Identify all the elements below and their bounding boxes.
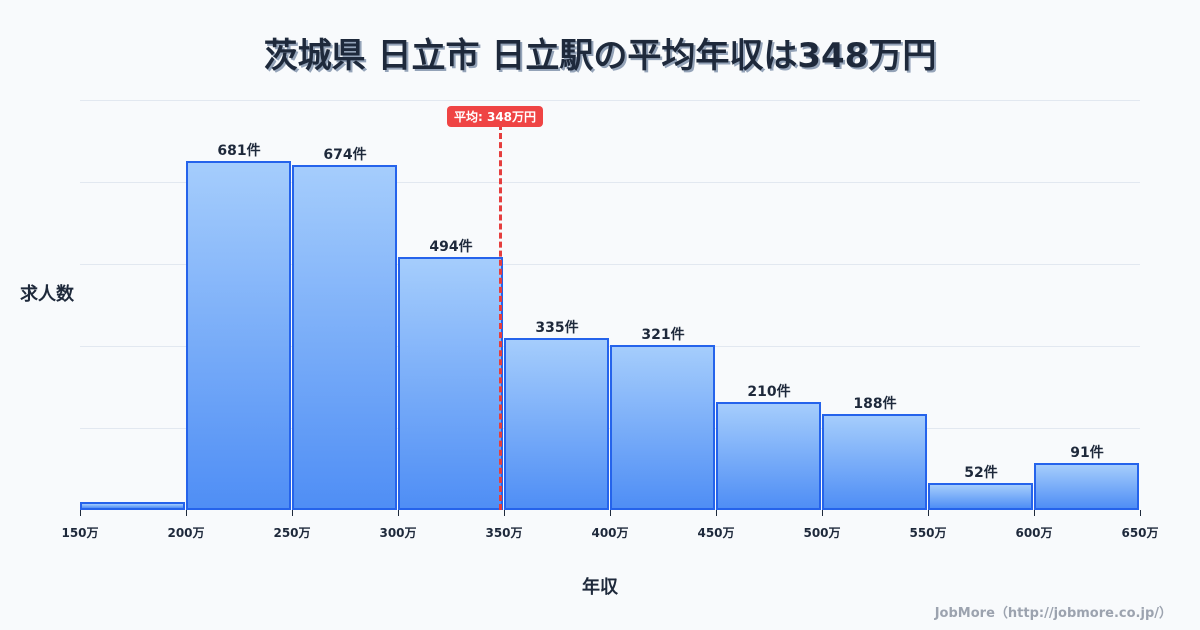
x-tick-label: 500万: [803, 526, 841, 540]
bar-value-label: 494件: [429, 239, 473, 255]
bar-value-label: 188件: [853, 396, 897, 412]
bar-value-label: 91件: [1070, 445, 1104, 461]
x-tick: [398, 510, 399, 516]
histogram-bar: [716, 402, 821, 510]
bar-value-label: 321件: [641, 327, 685, 343]
x-tick: [504, 510, 505, 516]
x-tick-label: 350万: [485, 526, 523, 540]
x-tick-label: 300万: [379, 526, 417, 540]
histogram-bar: [398, 257, 503, 510]
histogram-bar: [822, 414, 927, 510]
histogram-bar: [292, 165, 397, 510]
bar-value-label: 210件: [747, 384, 791, 400]
x-tick: [292, 510, 293, 516]
x-tick: [1140, 510, 1141, 516]
x-tick-label: 150万: [61, 526, 99, 540]
average-line: [499, 124, 502, 510]
histogram-bar: [610, 345, 715, 510]
x-tick: [610, 510, 611, 516]
x-tick: [1034, 510, 1035, 516]
source-credit: JobMore（http://jobmore.co.jp/）: [934, 606, 1172, 621]
x-tick-label: 450万: [697, 526, 735, 540]
histogram-bar: [504, 338, 609, 510]
bar-value-label: 52件: [964, 465, 998, 481]
histogram-bar: [186, 161, 291, 510]
x-tick: [716, 510, 717, 516]
x-tick-label: 650万: [1121, 526, 1159, 540]
x-tick-label: 600万: [1015, 526, 1053, 540]
x-tick: [186, 510, 187, 516]
x-tick-label: 200万: [167, 526, 205, 540]
gridline: [80, 264, 1140, 265]
histogram-bar: [1034, 463, 1139, 510]
x-tick: [822, 510, 823, 516]
x-tick-label: 550万: [909, 526, 947, 540]
average-badge: 平均: 348万円: [447, 106, 544, 127]
histogram-bar: [80, 502, 185, 510]
gridline: [80, 182, 1140, 183]
x-axis-label: 年収: [582, 577, 618, 598]
histogram-bar: [928, 483, 1033, 510]
x-tick-label: 400万: [591, 526, 629, 540]
x-tick: [80, 510, 81, 516]
bar-value-label: 335件: [535, 320, 579, 336]
chart-title: 茨城県 日立市 日立駅の平均年収は348万円: [263, 36, 937, 76]
bar-value-label: 681件: [217, 143, 261, 159]
bar-value-label: 674件: [323, 147, 367, 163]
gridline: [80, 100, 1140, 101]
y-axis-label: 求人数: [20, 284, 74, 305]
plot-area: 681件 674件 494件 335件 321件 210件 188件 52件 91件 150万 2…: [61, 100, 1159, 540]
x-tick-label: 250万: [273, 526, 311, 540]
x-tick: [928, 510, 929, 516]
